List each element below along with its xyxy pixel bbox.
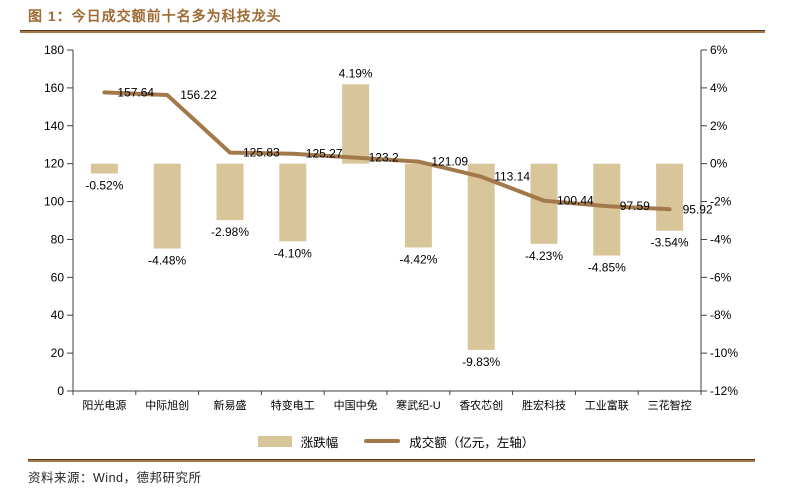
x-axis-label: 工业富联 bbox=[585, 398, 629, 412]
y-axis-tick-label-left: 20 bbox=[51, 346, 65, 360]
bar-label: -0.52% bbox=[85, 179, 123, 193]
bar bbox=[342, 84, 370, 164]
y-axis-tick-label-left: 140 bbox=[44, 119, 64, 133]
line-label: 121.09 bbox=[431, 155, 468, 169]
bar-label: -4.10% bbox=[274, 246, 312, 260]
y-axis-tick-label-left: 0 bbox=[57, 384, 64, 398]
x-axis-label: 三花智控 bbox=[648, 398, 692, 412]
y-axis-tick-label-left: 80 bbox=[51, 232, 65, 246]
y-axis-tick-label-right: -10% bbox=[710, 346, 738, 360]
title-rule bbox=[20, 30, 765, 33]
y-axis-tick-label-right: 6% bbox=[710, 43, 728, 57]
bar bbox=[90, 163, 118, 174]
bar-label: -4.48% bbox=[148, 254, 186, 268]
line-label: 125.27 bbox=[306, 147, 343, 161]
bar-label: 4.19% bbox=[339, 66, 373, 80]
x-axis-label: 中际旭创 bbox=[145, 398, 189, 412]
y-axis-tick-label-left: 60 bbox=[51, 270, 65, 284]
legend-item-bar: 涨跌幅 bbox=[257, 432, 339, 451]
line-label: 113.14 bbox=[494, 170, 530, 184]
x-axis-label: 阳光电源 bbox=[82, 398, 126, 412]
footer-rule bbox=[28, 459, 755, 462]
y-axis-tick-label-right: -12% bbox=[710, 384, 738, 398]
line-label: 156.22 bbox=[180, 88, 217, 102]
y-axis-tick-label-right: -6% bbox=[710, 270, 732, 284]
line-label: 125.83 bbox=[243, 146, 280, 160]
line-legend-label: 成交额（亿元，左轴） bbox=[409, 435, 535, 450]
x-axis-label: 特变电工 bbox=[271, 398, 315, 412]
bar-label: -4.23% bbox=[525, 249, 563, 263]
bar bbox=[593, 163, 621, 256]
bar bbox=[216, 163, 244, 221]
bar-label: -4.85% bbox=[588, 261, 626, 275]
bar bbox=[467, 163, 495, 350]
bar-legend-swatch bbox=[257, 435, 292, 447]
x-axis-label: 寒武纪-U bbox=[396, 398, 441, 412]
legend-item-line: 成交额（亿元，左轴） bbox=[364, 432, 534, 451]
y-axis-tick-label-right: -8% bbox=[710, 308, 732, 322]
turnover-line bbox=[102, 90, 672, 212]
y-axis-tick-label-left: 160 bbox=[44, 81, 64, 95]
x-axis-label: 香农芯创 bbox=[459, 398, 503, 412]
line-label: 157.64 bbox=[117, 85, 154, 99]
line-label: 123.2 bbox=[369, 151, 399, 165]
y-axis-tick-label-right: -2% bbox=[710, 195, 732, 209]
x-axis-label: 胜宏科技 bbox=[522, 398, 566, 412]
legend: 涨跌幅 成交额（亿元，左轴） bbox=[0, 431, 792, 451]
figure-title: 图 1：今日成交额前十名多为科技龙头 bbox=[28, 8, 282, 24]
bar-label: -4.42% bbox=[399, 252, 437, 266]
bar bbox=[656, 163, 684, 231]
bar bbox=[153, 163, 181, 249]
y-axis-tick-label-right: 4% bbox=[710, 81, 728, 95]
line-label: 97.59 bbox=[620, 199, 650, 213]
bar bbox=[530, 163, 558, 244]
y-axis-tick-label-right: 2% bbox=[710, 119, 728, 133]
y-axis-tick-label-left: 100 bbox=[44, 195, 64, 209]
bar-label: -9.83% bbox=[462, 355, 500, 369]
bar-label: -2.98% bbox=[211, 225, 249, 239]
y-axis-tick-label-left: 180 bbox=[44, 43, 64, 57]
y-axis-tick-label-right: -4% bbox=[710, 232, 732, 246]
y-axis-tick-label-right: 0% bbox=[710, 157, 728, 171]
source-note: 资料来源：Wind，德邦研究所 bbox=[28, 471, 202, 485]
line-label: 100.44 bbox=[557, 194, 594, 208]
bar bbox=[279, 163, 307, 242]
y-axis-tick-label-left: 120 bbox=[44, 157, 64, 171]
x-axis-label: 新易盛 bbox=[214, 398, 247, 412]
line-legend-swatch bbox=[364, 439, 401, 443]
bar-legend-label: 涨跌幅 bbox=[300, 435, 339, 450]
bar bbox=[404, 163, 432, 248]
y-axis-tick-label-left: 40 bbox=[51, 308, 65, 322]
bar-label: -3.54% bbox=[651, 236, 689, 250]
line-label: 95.92 bbox=[683, 202, 713, 216]
x-axis-label: 中国中免 bbox=[334, 398, 378, 412]
